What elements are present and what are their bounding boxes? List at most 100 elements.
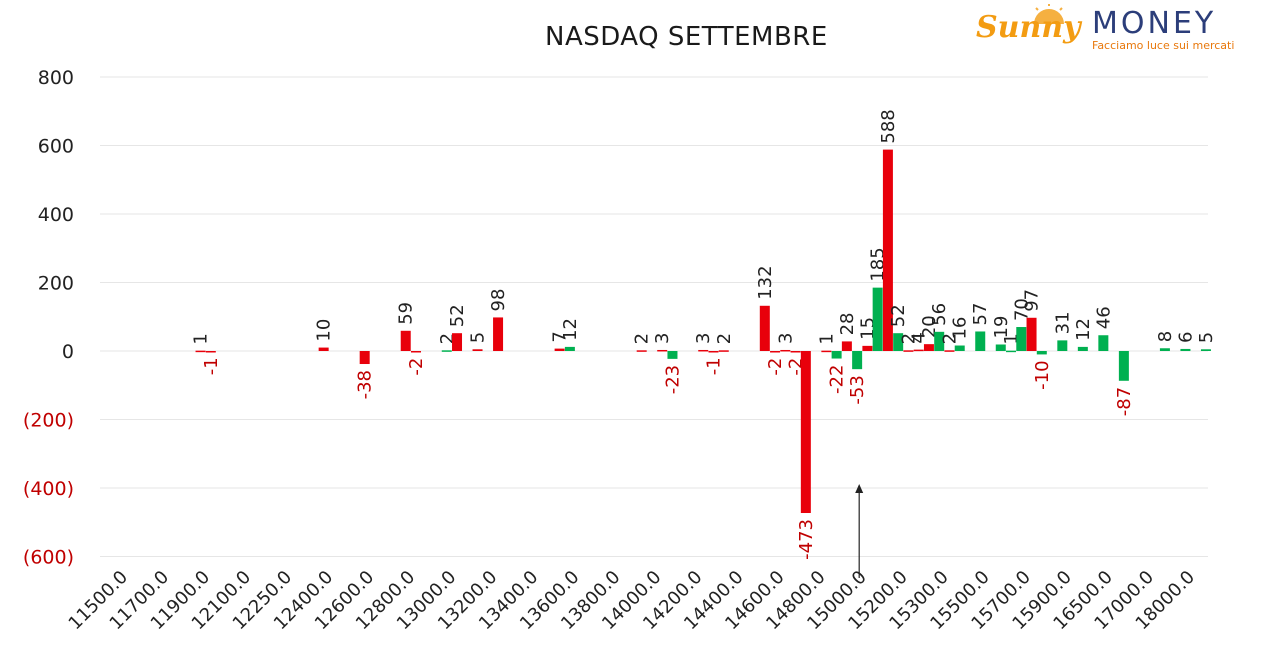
bar: [708, 351, 719, 353]
bar: [441, 350, 452, 352]
bar: [800, 351, 811, 514]
data-label: 56: [929, 303, 950, 326]
bar: [1016, 327, 1027, 351]
bar: [852, 351, 863, 370]
bar: [923, 344, 934, 351]
data-label: -23: [662, 365, 683, 394]
bar: [1118, 351, 1129, 381]
bar: [205, 351, 216, 353]
bar: [195, 350, 206, 353]
bar: [400, 330, 411, 351]
chart-title: NASDAQ SETTEMBRE: [545, 22, 828, 52]
data-label: 2: [898, 333, 919, 344]
data-label: 2: [632, 333, 653, 344]
bar: [1098, 335, 1109, 351]
data-label: 8: [1155, 331, 1176, 342]
data-label: -87: [1114, 387, 1135, 416]
bar: [841, 341, 852, 351]
bar: [718, 350, 729, 352]
bar: [452, 333, 463, 351]
y-tick-label: (200): [23, 410, 74, 432]
bar: [862, 345, 873, 351]
y-tick-label: 800: [38, 67, 74, 89]
bar: [954, 345, 965, 351]
data-label: 12: [560, 318, 581, 341]
data-label: -10: [1032, 360, 1053, 389]
data-label: -53: [847, 375, 868, 404]
data-label: -38: [355, 370, 376, 399]
bar: [821, 350, 832, 353]
bar: [493, 317, 504, 351]
data-label: 5: [1196, 332, 1217, 343]
data-label: -1: [201, 357, 222, 375]
logo-sunny-text: Sunny: [976, 10, 1081, 45]
bar: [893, 333, 904, 351]
bar: [1006, 350, 1017, 353]
y-tick-label: (400): [23, 478, 74, 500]
data-label: 3: [693, 333, 714, 344]
data-label: 3: [652, 333, 673, 344]
data-label: 31: [1052, 311, 1073, 334]
data-label: 52: [888, 304, 909, 327]
data-label: 59: [396, 302, 417, 325]
sunny-money-logo: Sunny MONEY Facciamo luce sui mercati: [972, 4, 1262, 56]
bar: [636, 350, 647, 352]
bar: [1180, 348, 1191, 351]
data-label: 46: [1093, 306, 1114, 329]
y-tick-label: 600: [38, 136, 74, 158]
bar: [913, 349, 924, 352]
bar: [975, 331, 986, 351]
data-label: 132: [755, 265, 776, 299]
y-tick-label: 400: [38, 204, 74, 226]
bar: [872, 287, 883, 351]
bar: [934, 331, 945, 351]
bar: [995, 344, 1006, 351]
bar: [472, 349, 483, 351]
bar: [944, 350, 955, 352]
data-label: 28: [837, 313, 858, 336]
bar: [1200, 349, 1211, 351]
bar: [359, 351, 370, 365]
data-label: 2: [939, 333, 960, 344]
bar: [318, 347, 329, 351]
bar: [790, 351, 801, 353]
data-label: 57: [970, 303, 991, 326]
bar: [1036, 351, 1047, 355]
data-label: 1: [191, 333, 212, 344]
sun-icon: [1034, 4, 1064, 24]
bar: [831, 351, 842, 359]
logo-money-text: MONEY: [1092, 6, 1217, 41]
data-label: 6: [1175, 331, 1196, 342]
data-label: 16: [950, 317, 971, 340]
data-label: 5: [468, 332, 489, 343]
data-label: 2: [437, 333, 458, 344]
data-label: 97: [1022, 289, 1043, 312]
data-label: 2: [714, 333, 735, 344]
data-label: 98: [488, 289, 509, 312]
data-label: 3: [775, 333, 796, 344]
data-label: -2: [765, 358, 786, 376]
data-label: 10: [314, 319, 335, 342]
data-label: -1: [704, 357, 725, 375]
y-tick-label: 0: [62, 341, 74, 363]
bar: [667, 351, 678, 359]
bar: [410, 351, 421, 353]
y-tick-label: (600): [23, 547, 74, 569]
data-label: 70: [1011, 298, 1032, 321]
annotation-arrow-head: [855, 484, 864, 493]
bar: [1077, 346, 1088, 351]
bar: [1159, 348, 1170, 351]
data-label: 588: [878, 109, 899, 143]
bar: [1026, 317, 1037, 351]
data-label: -473: [796, 519, 817, 560]
bar: [564, 346, 575, 351]
data-label: -22: [827, 365, 848, 394]
logo-tagline: Facciamo luce sui mercati: [1092, 39, 1235, 52]
data-label: 12: [1073, 318, 1094, 341]
bar: [554, 348, 565, 351]
data-label: -2: [406, 358, 427, 376]
bar: [903, 350, 914, 352]
data-label: 7: [550, 331, 571, 342]
y-tick-label: 200: [38, 273, 74, 295]
data-label: 52: [447, 304, 468, 327]
